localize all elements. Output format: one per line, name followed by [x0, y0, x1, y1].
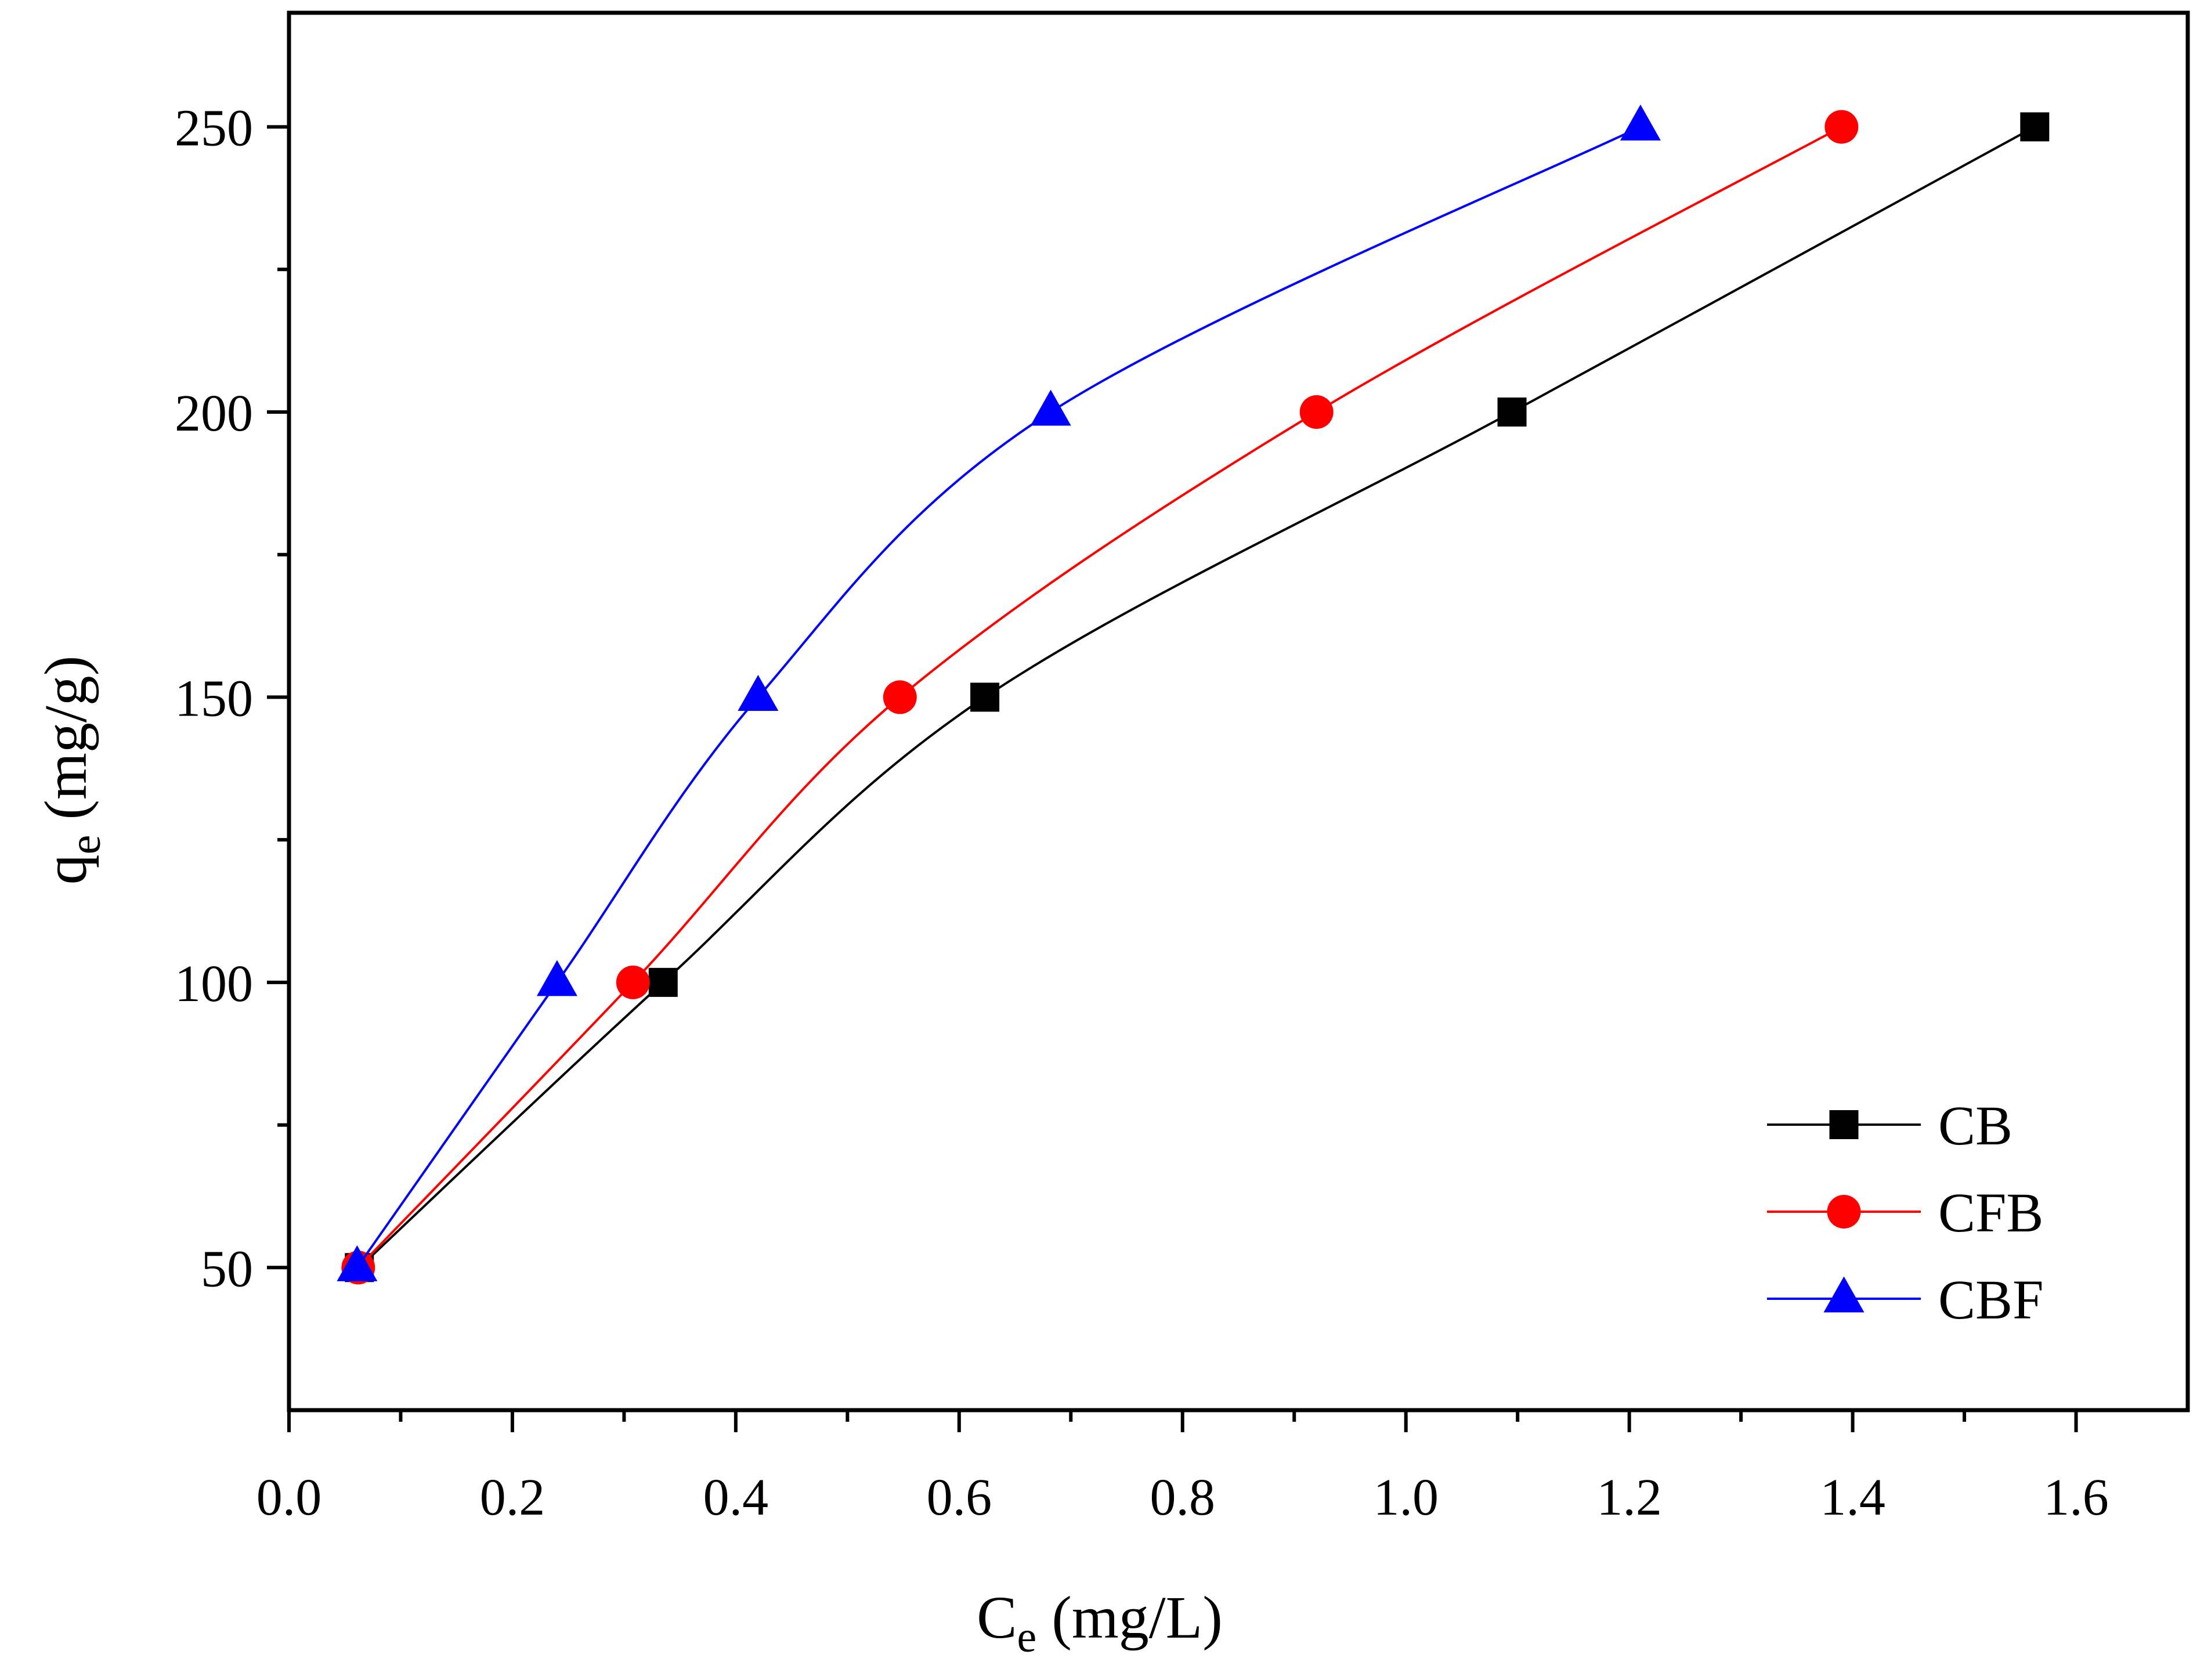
legend-marker-cb	[1829, 1110, 1859, 1139]
data-point-cfb	[616, 965, 650, 999]
x-axis-title-units: (mg/L)	[1036, 1584, 1223, 1651]
x-axis-title-subscript: e	[1017, 1613, 1037, 1661]
x-axis-title-main: C	[977, 1584, 1017, 1651]
legend-item-cbf: CBF	[1767, 1269, 2043, 1331]
y-tick-label: 200	[175, 385, 253, 442]
x-tick-label: 0.0	[256, 1469, 322, 1526]
y-axis-title: qe (mg/g)	[32, 656, 110, 885]
series-line-cfb	[357, 125, 1842, 1269]
x-tick-label: 0.2	[480, 1469, 545, 1526]
x-tick-label: 1.0	[1373, 1469, 1439, 1526]
y-tick-label: 150	[175, 670, 253, 727]
data-point-cb	[2020, 112, 2050, 142]
legend-item-cb: CB	[1767, 1094, 2012, 1157]
x-axis-title: Ce (mg/L)	[977, 1584, 1223, 1661]
data-point-cbf	[738, 674, 779, 711]
series-cbf	[337, 104, 1661, 1281]
plot-frame	[287, 10, 2190, 1412]
data-point-cb	[648, 967, 678, 997]
series-cfb	[341, 110, 1859, 1285]
data-point-cfb	[1824, 110, 1859, 144]
legend-marker-cfb	[1827, 1195, 1861, 1229]
legend-marker-cbf	[1823, 1276, 1865, 1313]
x-tick-label: 1.4	[1820, 1469, 1885, 1526]
legend-label-cbf: CBF	[1938, 1269, 2043, 1331]
legend: CB CFB CBF	[1767, 1094, 2043, 1331]
y-tick-label: 100	[175, 955, 253, 1013]
y-axis-title-main: q	[32, 854, 99, 884]
x-tick-label: 1.6	[2043, 1469, 2109, 1526]
legend-label-cfb: CFB	[1938, 1182, 2043, 1244]
data-point-cbf	[536, 960, 577, 996]
x-tick-label: 1.2	[1596, 1469, 1662, 1526]
legend-label-cb: CB	[1938, 1094, 2012, 1157]
y-axis-title-units: (mg/g)	[32, 656, 99, 835]
y-tick-label: 50	[201, 1240, 253, 1298]
series-layer	[337, 104, 2050, 1285]
data-point-cfb	[1299, 395, 1334, 429]
x-tick-label: 0.4	[703, 1469, 769, 1526]
data-point-cbf	[1030, 389, 1071, 426]
data-point-cfb	[883, 680, 917, 714]
y-axis: 50 100 150 200 250	[175, 100, 289, 1298]
x-tick-label: 0.8	[1150, 1469, 1216, 1526]
data-point-cb	[1497, 398, 1527, 427]
series-line-cb	[358, 125, 2036, 1269]
series-line-cbf	[356, 125, 1641, 1269]
y-tick-label: 250	[175, 100, 253, 157]
data-point-cb	[970, 682, 1000, 712]
y-axis-title-subscript: e	[61, 835, 110, 855]
data-point-cbf	[337, 1245, 378, 1281]
x-tick-label: 0.6	[927, 1469, 992, 1526]
legend-item-cfb: CFB	[1767, 1182, 2043, 1244]
data-point-cbf	[1620, 104, 1661, 141]
x-axis: 0.0 0.2 0.4 0.6 0.8 1.0 1.2 1.4 1.6	[256, 1410, 2109, 1526]
plot-area	[287, 10, 2190, 1412]
